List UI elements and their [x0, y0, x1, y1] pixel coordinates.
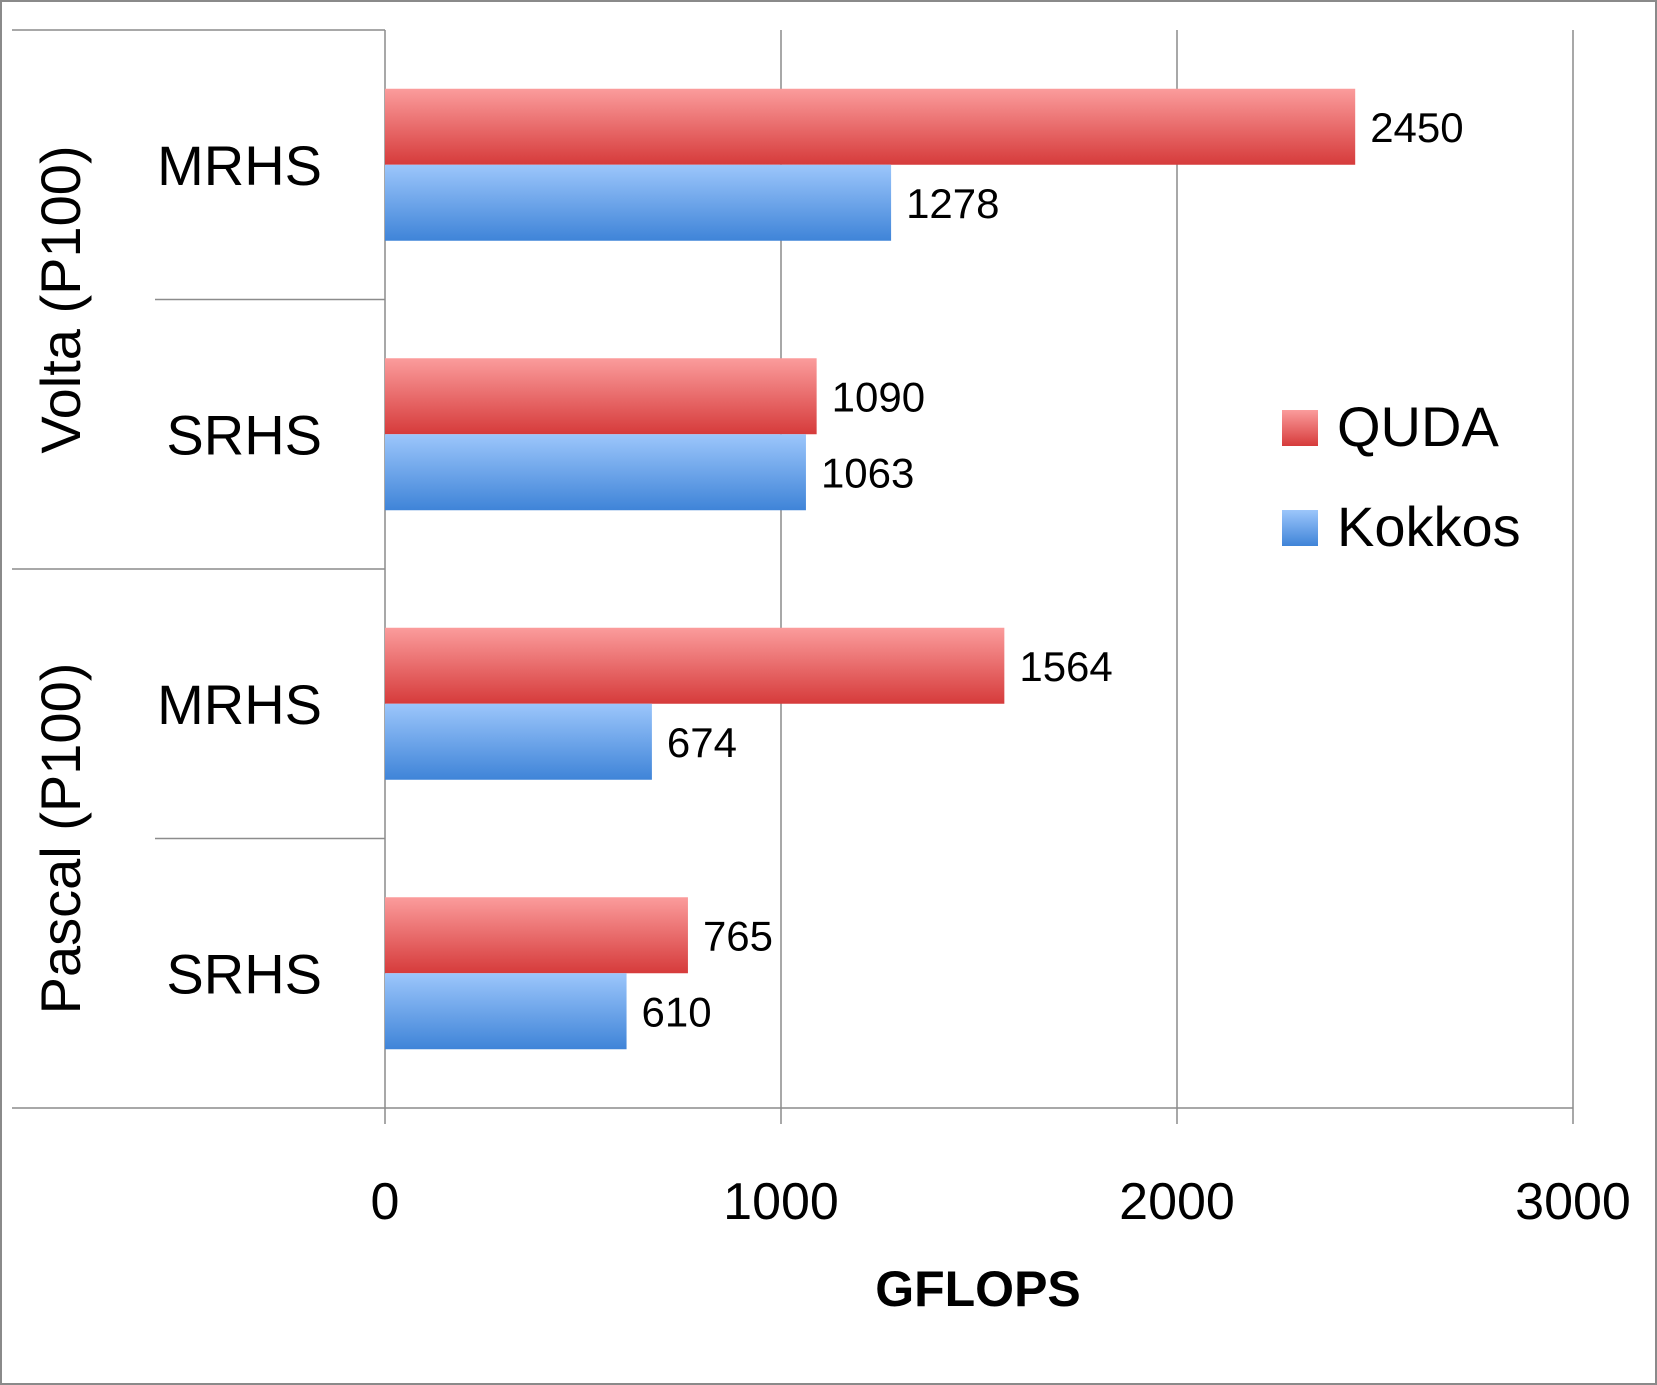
x-tick-label-0: 0 — [371, 1173, 400, 1231]
data-label-quda-2: 1564 — [1019, 643, 1112, 690]
legend-swatch-kokkos — [1282, 510, 1318, 546]
category-label-2: MRHS — [157, 673, 322, 736]
group-label-1: Pascal (P100) — [29, 663, 92, 1015]
legend-swatch-quda — [1282, 410, 1318, 446]
data-label-quda-1: 1090 — [832, 373, 925, 420]
bar-kokkos-0 — [385, 164, 892, 241]
data-label-quda-0: 2450 — [1370, 104, 1463, 151]
x-axis-title: GFLOPS — [875, 1261, 1081, 1317]
bar-quda-3 — [385, 897, 688, 974]
legend: QUDA Kokkos — [1282, 395, 1521, 558]
legend-label-quda: QUDA — [1337, 395, 1499, 458]
bar-quda-1 — [385, 358, 817, 435]
legend-label-kokkos: Kokkos — [1337, 495, 1521, 558]
data-label-kokkos-2: 674 — [667, 719, 737, 766]
bar-kokkos-1 — [385, 434, 806, 511]
bar-kokkos-3 — [385, 973, 627, 1050]
x-tick-label-2000: 2000 — [1119, 1173, 1235, 1231]
category-labels: MRHS SRHS MRHS SRHS — [157, 134, 322, 1006]
category-label-3: SRHS — [166, 942, 322, 1005]
bar-kokkos-2 — [385, 703, 652, 780]
bar-quda-0 — [385, 88, 1356, 165]
data-label-kokkos-1: 1063 — [821, 449, 914, 496]
category-frame — [12, 29, 1573, 1109]
data-label-quda-3: 765 — [703, 912, 773, 959]
bars — [385, 88, 1356, 1050]
category-label-1: SRHS — [166, 403, 322, 466]
data-label-kokkos-0: 1278 — [906, 180, 999, 227]
x-tick-label-1000: 1000 — [723, 1173, 839, 1231]
data-labels: 2450 1278 1090 1063 1564 674 765 610 — [642, 104, 1464, 1036]
group-label-0: Volta (P100) — [29, 145, 92, 453]
x-tick-label-3000: 3000 — [1515, 1173, 1631, 1231]
bar-quda-2 — [385, 627, 1005, 704]
data-label-kokkos-3: 610 — [642, 988, 712, 1035]
tick-labels: 0 1000 2000 3000 — [371, 1173, 1631, 1231]
group-labels: Volta (P100) Pascal (P100) — [29, 145, 92, 1014]
category-label-0: MRHS — [157, 134, 322, 197]
